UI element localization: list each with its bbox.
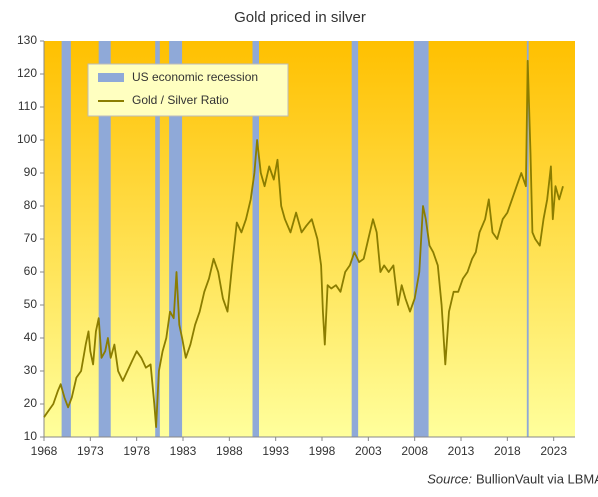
ratio-line — [43, 59, 564, 428]
y-tick-label: 80 — [24, 198, 38, 212]
legend-swatch — [98, 73, 124, 82]
recession-band — [169, 41, 183, 437]
y-tick-label: 10 — [24, 429, 38, 443]
y-tick-label: 70 — [24, 231, 38, 245]
legend-label: US economic recession — [132, 70, 258, 84]
recession-band — [61, 41, 71, 437]
recession-band — [526, 41, 529, 437]
legend-label: Gold / Silver Ratio — [132, 93, 229, 107]
y-tick-label: 110 — [18, 99, 37, 113]
recession-band — [155, 41, 160, 437]
x-tick-label: 1988 — [216, 444, 243, 458]
x-tick-label: 1983 — [170, 444, 197, 458]
x-tick-label: 2003 — [355, 444, 382, 458]
source-label: Source: — [427, 471, 472, 486]
x-tick-label: 1973 — [77, 444, 104, 458]
legend-box — [87, 63, 289, 117]
x-tick-label: 1978 — [123, 444, 150, 458]
x-tick-label: 2018 — [494, 444, 521, 458]
y-tick-label: 120 — [17, 66, 37, 80]
x-tick-label: 2008 — [401, 444, 428, 458]
x-tick-label: 1968 — [31, 444, 58, 458]
recession-band — [252, 41, 259, 437]
y-tick-label: 90 — [24, 165, 38, 179]
y-tick-label: 40 — [24, 330, 38, 344]
y-tick-label: 20 — [24, 396, 38, 410]
x-tick-label: 2013 — [448, 444, 475, 458]
x-tick-label: 1998 — [309, 444, 336, 458]
recession-band — [351, 41, 359, 437]
y-tick-label: 30 — [24, 363, 38, 377]
x-tick-label: 2023 — [540, 444, 567, 458]
y-tick-label: 130 — [17, 33, 37, 47]
source-text: BullionVault via LBMA, NBER — [476, 471, 598, 486]
chart-title: Gold priced in silver — [234, 9, 366, 26]
y-tick-label: 50 — [24, 297, 38, 311]
y-tick-label: 60 — [24, 264, 38, 278]
y-tick-label: 100 — [17, 132, 37, 146]
x-tick-label: 1993 — [262, 444, 289, 458]
